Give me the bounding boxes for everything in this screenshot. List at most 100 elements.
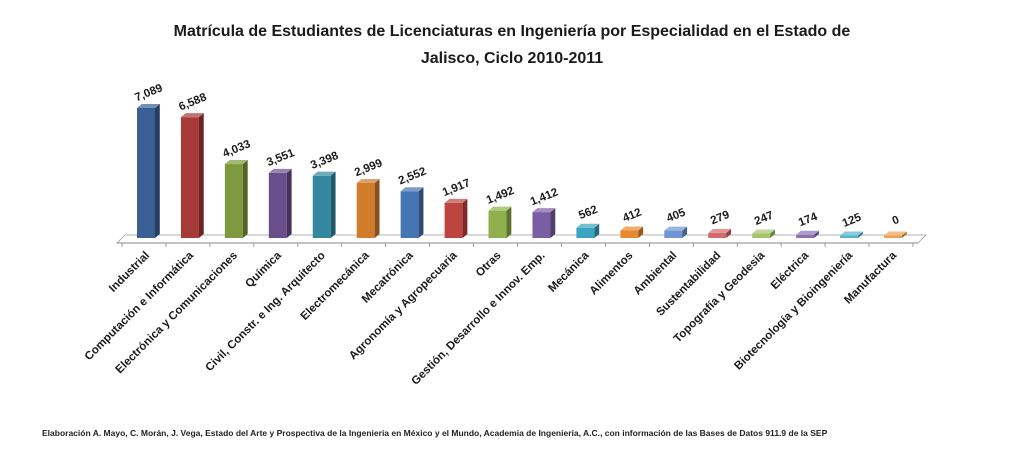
chart-title-line-2: Jalisco, Ciclo 2010-2011	[420, 50, 604, 67]
bar-top	[840, 231, 863, 236]
value-label: 4,033	[221, 138, 252, 160]
bar-side	[682, 226, 688, 238]
value-label: 3,551	[265, 147, 297, 169]
category-label: Topografía y Geodesia	[672, 249, 768, 345]
category-label: Ambiental	[632, 250, 680, 298]
bar	[620, 226, 644, 238]
value-label: 247	[753, 210, 775, 228]
bar-side	[418, 187, 424, 238]
bar-top	[444, 198, 468, 203]
bar-top	[796, 230, 819, 235]
value-label: 1,492	[485, 185, 516, 207]
bar-front	[444, 202, 463, 238]
value-label: 2,552	[397, 165, 428, 187]
value-label: 125	[841, 211, 864, 230]
chart-title: Matrícula de Estudiantes de Licenciatura…	[0, 18, 1024, 72]
bar-top	[224, 160, 248, 165]
bar	[268, 168, 292, 238]
value-label: 0	[891, 214, 901, 228]
bar-front	[400, 191, 419, 238]
bar	[576, 223, 600, 238]
bar-side	[770, 229, 775, 238]
value-label: 6,588	[177, 91, 209, 113]
bar	[312, 171, 336, 238]
bar-front	[532, 212, 551, 238]
value-label: 7,089	[133, 82, 164, 104]
bar-front	[752, 233, 771, 238]
bar	[840, 231, 863, 238]
bar-front	[180, 117, 199, 238]
category-label: Alimentos	[588, 250, 636, 298]
bar-side	[242, 160, 248, 238]
bar-side	[550, 208, 556, 238]
bar-side	[594, 223, 600, 238]
bar-side	[638, 226, 644, 238]
bar-top	[664, 226, 688, 231]
bar-front	[840, 235, 859, 238]
bar-top	[576, 223, 600, 228]
bar-top	[752, 229, 775, 234]
bar-side	[330, 171, 336, 238]
bar	[137, 104, 160, 238]
category-label: Química	[243, 249, 284, 290]
bar-top	[884, 231, 907, 236]
bar-side	[286, 168, 292, 238]
value-label: 412	[621, 207, 643, 225]
bar-front	[708, 232, 727, 238]
bar-top	[312, 171, 336, 176]
bar	[752, 229, 775, 238]
bar-side	[198, 113, 204, 238]
value-label: 2,999	[353, 157, 384, 179]
bar-front	[664, 230, 683, 238]
bar-front	[356, 183, 375, 238]
bar-top	[532, 208, 556, 213]
bar-side	[902, 231, 907, 238]
bar	[884, 231, 907, 238]
bar-top	[356, 179, 380, 184]
bar-side	[726, 228, 732, 238]
bar-top	[400, 187, 424, 192]
bar-top	[180, 113, 204, 118]
bar-front	[884, 235, 902, 238]
bar-front	[488, 210, 507, 238]
bar-side	[814, 230, 819, 238]
bar	[488, 206, 512, 238]
bar-top	[620, 226, 644, 231]
bar	[796, 230, 819, 238]
bar-side	[858, 231, 863, 238]
bar-front	[576, 227, 595, 238]
bar-side	[374, 179, 380, 238]
category-label: Industrial	[107, 250, 152, 295]
bar	[444, 198, 468, 238]
bar-side	[462, 198, 468, 238]
bar-top	[488, 206, 512, 211]
bar	[356, 179, 380, 238]
category-label: Mecánica	[546, 249, 592, 295]
value-label: 3,398	[309, 150, 341, 172]
bar	[180, 113, 204, 238]
category-label: Otras	[474, 250, 504, 280]
bar-front	[312, 175, 331, 238]
bar-side	[155, 104, 160, 238]
bar	[400, 187, 424, 238]
value-label: 1,917	[441, 177, 472, 199]
bar	[708, 228, 732, 238]
bar-front	[268, 172, 287, 238]
bar	[532, 208, 556, 238]
value-label: 1,412	[529, 186, 560, 208]
bars	[137, 104, 907, 238]
bar-top	[137, 104, 160, 108]
source-note: Elaboración A. Mayo, C. Morán, J. Vega, …	[42, 428, 828, 438]
value-label: 279	[709, 209, 731, 227]
bar-side	[506, 206, 512, 238]
bar-front	[224, 164, 243, 238]
value-label: 174	[797, 211, 820, 230]
bar-front	[796, 234, 815, 238]
bar-front	[620, 230, 639, 238]
chart-title-line-1: Matrícula de Estudiantes de Licenciatura…	[173, 23, 851, 40]
bar-front	[137, 108, 155, 238]
bar-top	[708, 228, 732, 233]
value-label: 405	[665, 206, 688, 225]
